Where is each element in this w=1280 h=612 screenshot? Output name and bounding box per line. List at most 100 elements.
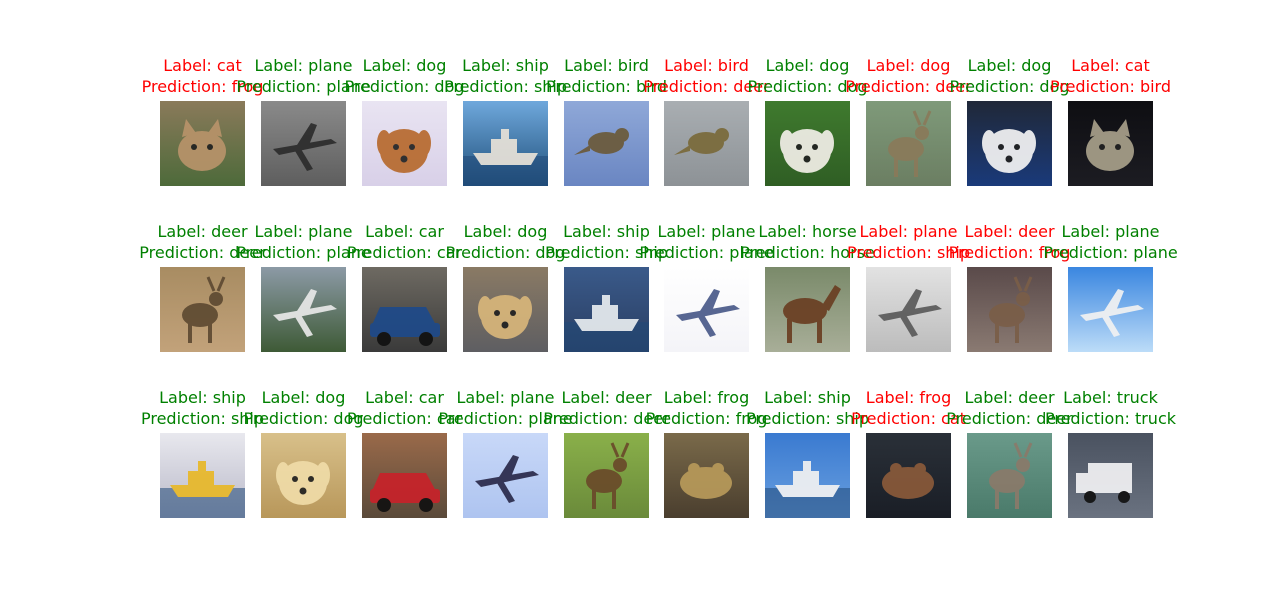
deer-thumbnail-image	[967, 267, 1052, 352]
true-label-text: Label: dog	[967, 56, 1052, 75]
deer-thumbnail-image	[160, 267, 245, 352]
true-label-text: Label: car	[365, 388, 444, 407]
sample-cell: Label: deer Prediction: deer	[543, 388, 670, 518]
dog-thumbnail-image	[362, 101, 447, 186]
prediction-text: Prediction: ship	[140, 409, 265, 428]
true-label-text: Label: cat	[163, 56, 242, 75]
true-label-text: Label: dog	[866, 56, 951, 75]
true-label-text: Label: plane	[1061, 222, 1160, 241]
plane-thumbnail-image	[261, 267, 346, 352]
frog-thumbnail-image	[866, 433, 951, 518]
sample-cell: Label: plane Prediction: ship	[847, 222, 970, 352]
ship-thumbnail-image	[463, 101, 548, 186]
true-label-text: Label: truck	[1063, 388, 1158, 407]
prediction-text: Prediction: car	[346, 243, 463, 262]
true-label-text: Label: dog	[765, 56, 850, 75]
prediction-text: Prediction: deer	[543, 409, 670, 428]
prediction-text: Prediction: dog	[243, 409, 364, 428]
true-label-text: Label: plane	[456, 388, 555, 407]
sample-cell: Label: deer Prediction: deer	[946, 388, 1073, 518]
bird-thumbnail-image	[564, 101, 649, 186]
ship-thumbnail-image	[160, 433, 245, 518]
bird-thumbnail-image	[664, 101, 749, 186]
true-label-text: Label: car	[365, 222, 444, 241]
dog-thumbnail-image	[463, 267, 548, 352]
plane-thumbnail-image	[664, 267, 749, 352]
true-label-text: Label: ship	[764, 388, 851, 407]
prediction-text: Prediction: plane	[639, 243, 774, 262]
prediction-text: Prediction: dog	[747, 77, 868, 96]
prediction-text: Prediction: truck	[1044, 409, 1177, 428]
true-label-text: Label: plane	[859, 222, 958, 241]
sample-cell: Label: deer Prediction: frog	[949, 222, 1070, 352]
true-label-text: Label: ship	[563, 222, 650, 241]
prediction-text: Prediction: horse	[740, 243, 875, 262]
sample-cell: Label: ship Prediction: ship	[746, 388, 869, 518]
true-label-text: Label: bird	[664, 56, 749, 75]
sample-cell: Label: frog Prediction: frog	[646, 388, 767, 518]
prediction-text: Prediction: plane	[236, 243, 371, 262]
sample-cell: Label: bird Prediction: deer	[643, 56, 770, 186]
true-label-text: Label: ship	[159, 388, 246, 407]
ship-thumbnail-image	[765, 433, 850, 518]
true-label-text: Label: plane	[657, 222, 756, 241]
true-label-text: Label: deer	[157, 222, 248, 241]
sample-cell: Label: cat Prediction: bird	[1050, 56, 1171, 186]
plane-thumbnail-image	[1068, 267, 1153, 352]
sample-cell: Label: horse Prediction: horse	[740, 222, 875, 352]
sample-cell: Label: frog Prediction: cat	[851, 388, 966, 518]
prediction-text: Prediction: cat	[851, 409, 966, 428]
prediction-text: Prediction: plane	[236, 77, 371, 96]
true-label-text: Label: deer	[964, 222, 1055, 241]
sample-cell: Label: ship Prediction: ship	[545, 222, 668, 352]
dog-thumbnail-image	[967, 101, 1052, 186]
plane-thumbnail-image	[866, 267, 951, 352]
cat-thumbnail-image	[1068, 101, 1153, 186]
sample-cell: Label: deer Prediction: deer	[139, 222, 266, 352]
prediction-text: Prediction: ship	[745, 409, 870, 428]
prediction-text: Prediction: ship	[846, 243, 971, 262]
deer-thumbnail-image	[967, 433, 1052, 518]
prediction-text: Prediction: deer	[946, 409, 1073, 428]
truck-thumbnail-image	[1068, 433, 1153, 518]
prediction-text: Prediction: dog	[344, 77, 465, 96]
sample-cell: Label: bird Prediction: bird	[546, 56, 667, 186]
prediction-text: Prediction: frog	[645, 409, 768, 428]
deer-thumbnail-image	[866, 101, 951, 186]
sample-cell: Label: ship Prediction: ship	[141, 388, 264, 518]
prediction-text: Prediction: deer	[139, 243, 266, 262]
sample-cell: Label: dog Prediction: deer	[845, 56, 972, 186]
true-label-text: Label: dog	[362, 56, 447, 75]
sample-cell: Label: car Prediction: car	[347, 222, 462, 352]
true-label-text: Label: ship	[462, 56, 549, 75]
prediction-text: Prediction: ship	[544, 243, 669, 262]
car-thumbnail-image	[362, 433, 447, 518]
prediction-text: Prediction: car	[346, 409, 463, 428]
sample-cell: Label: dog Prediction: dog	[243, 388, 364, 518]
true-label-text: Label: plane	[254, 56, 353, 75]
frog-thumbnail-image	[664, 433, 749, 518]
cat-thumbnail-image	[160, 101, 245, 186]
sample-cell: Label: dog Prediction: dog	[747, 56, 868, 186]
sample-cell: Label: truck Prediction: truck	[1045, 388, 1176, 518]
deer-thumbnail-image	[564, 433, 649, 518]
sample-cell: Label: plane Prediction: plane	[1043, 222, 1178, 352]
true-label-text: Label: dog	[261, 388, 346, 407]
prediction-text: Prediction: plane	[438, 409, 573, 428]
prediction-text: Prediction: frog	[141, 77, 264, 96]
plane-thumbnail-image	[463, 433, 548, 518]
prediction-text: Prediction: deer	[845, 77, 972, 96]
true-label-text: Label: deer	[964, 388, 1055, 407]
ship-thumbnail-image	[564, 267, 649, 352]
prediction-text: Prediction: deer	[643, 77, 770, 96]
sample-cell: Label: plane Prediction: plane	[438, 388, 573, 518]
dog-thumbnail-image	[765, 101, 850, 186]
true-label-text: Label: frog	[865, 388, 952, 407]
sample-cell: Label: ship Prediction: ship	[444, 56, 567, 186]
horse-thumbnail-image	[765, 267, 850, 352]
sample-cell: Label: plane Prediction: plane	[236, 222, 371, 352]
prediction-text: Prediction: plane	[1043, 243, 1178, 262]
prediction-text: Prediction: bird	[545, 77, 668, 96]
true-label-text: Label: frog	[663, 388, 750, 407]
